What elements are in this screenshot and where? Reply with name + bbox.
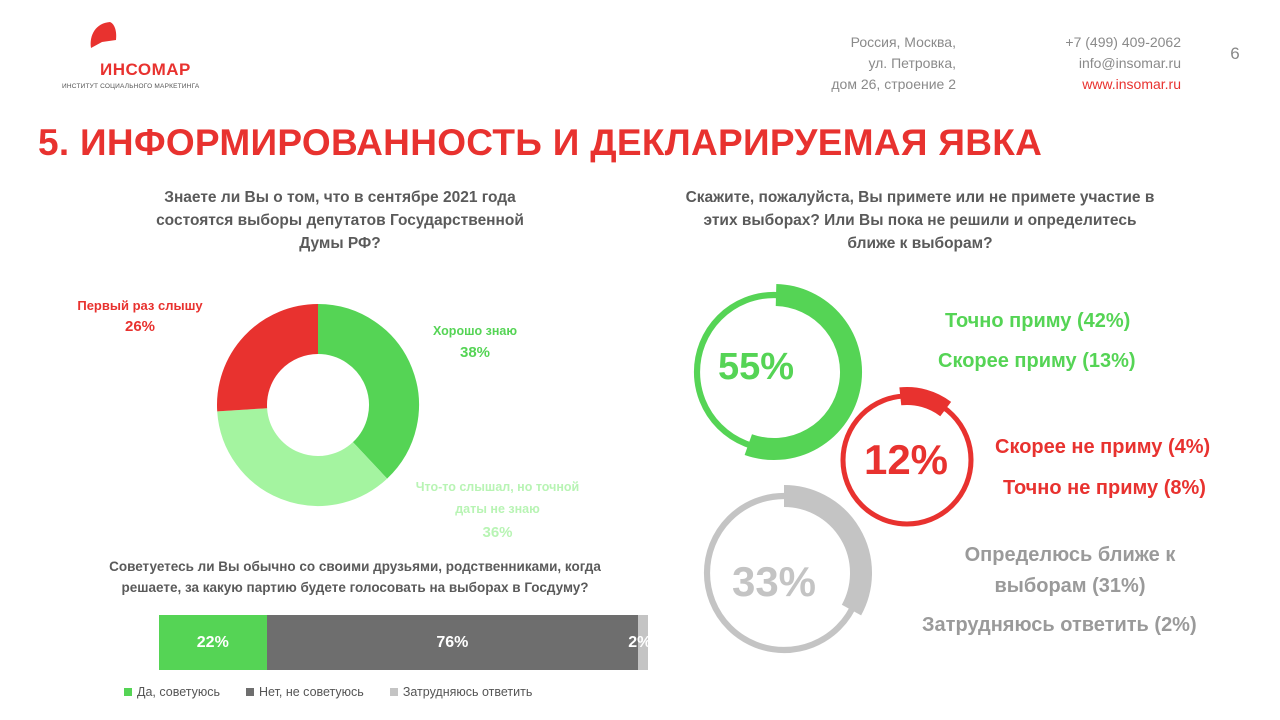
legend-swatch xyxy=(246,688,254,696)
question-consult: Советуетесь ли Вы обычно со своими друзь… xyxy=(72,556,638,598)
label-know-well: Хорошо знаю 38% xyxy=(410,324,540,361)
logo-mark xyxy=(90,22,117,48)
question-line: Скажите, пожалуйста, Вы примете или не п… xyxy=(685,189,1155,206)
question-line: Знаете ли Вы о том, что в сентябре 2021 … xyxy=(164,189,516,206)
legend-item-no: Нет, не советуюсь xyxy=(246,685,364,699)
email: info@insomar.ru xyxy=(1078,55,1181,71)
address-line: дом 26, строение 2 xyxy=(831,76,956,92)
question-line: Советуетесь ли Вы обычно со своими друзь… xyxy=(109,559,601,574)
option-likely-vote: Скорее приму (13%) xyxy=(938,350,1136,372)
question-line: этих выборах? Или Вы пока не решили и оп… xyxy=(703,212,1137,229)
question-participation: Скажите, пожалуйста, Вы примете или не п… xyxy=(640,186,1200,255)
label-first-time: Первый раз слышу 26% xyxy=(60,298,220,335)
option-hard-to-say: Затрудняюсь ответить (2%) xyxy=(922,614,1197,636)
ring-arc xyxy=(783,485,872,616)
awareness-donut-chart xyxy=(217,304,419,506)
bar-segment-yes: 22% xyxy=(159,615,267,670)
slice-label: Первый раз слышу xyxy=(77,298,203,313)
website-link[interactable]: www.insomar.ru xyxy=(1082,76,1181,92)
ring-value-undecided: 33% xyxy=(731,558,817,605)
bar-legend: Да, советуюсь Нет, не советуюсь Затрудня… xyxy=(124,685,532,699)
legend-item-yes: Да, советуюсь xyxy=(124,685,220,699)
slice-label: даты не знаю xyxy=(455,502,540,516)
page-number: 6 xyxy=(1230,44,1240,63)
bar-value: 2% xyxy=(628,633,648,651)
question-line: решаете, за какую партию будете голосова… xyxy=(121,580,589,595)
ring-will-vote xyxy=(693,284,862,460)
option-definitely-not-vote: Точно не приму (8%) xyxy=(1003,477,1206,499)
question-line: Думы РФ? xyxy=(299,235,381,252)
ring-undecided xyxy=(703,485,872,654)
ring-value-wont-vote: 12% xyxy=(863,436,949,483)
bar-segment-no: 76% xyxy=(266,615,639,670)
donut-slice-1 xyxy=(217,407,388,506)
bar-value: 22% xyxy=(196,633,229,651)
phone: +7 (499) 409-2062 xyxy=(1065,34,1181,50)
label-heard-something: Что-то слышал, но точной даты не знаю 36… xyxy=(390,476,605,544)
legend-swatch xyxy=(389,688,398,696)
slice-label: Хорошо знаю xyxy=(433,324,517,338)
bar-segment-unsure: 2% xyxy=(628,615,648,670)
question-line: ближе к выборам? xyxy=(847,235,993,252)
legend-swatch xyxy=(124,688,132,696)
slice-value: 38% xyxy=(459,344,491,361)
address: Россия, Москва, ул. Петровка, дом 26, ст… xyxy=(760,32,956,95)
option-line: Определюсь ближе к xyxy=(964,544,1176,566)
slice-label: Что-то слышал, но точной xyxy=(415,480,580,494)
option-likely-not-vote: Скорее не приму (4%) xyxy=(995,436,1211,458)
bar-value: 76% xyxy=(436,633,469,651)
legend-label: Да, советуюсь xyxy=(137,685,220,699)
slide-title: 5. ИНФОРМИРОВАННОСТЬ И ДЕКЛАРИРУЕМАЯ ЯВК… xyxy=(38,122,1043,163)
address-line: Россия, Москва, xyxy=(850,34,956,50)
ring-arc xyxy=(744,284,862,460)
brand-name: ИНСОМАР xyxy=(100,60,191,79)
slice-value: 26% xyxy=(124,318,156,335)
option-line: выборам (31%) xyxy=(994,575,1146,597)
ring-value-will-vote: 55% xyxy=(717,346,795,388)
contacts: +7 (499) 409-2062 info@insomar.ru www.in… xyxy=(1000,32,1181,95)
address-line: ул. Петровка, xyxy=(868,55,956,71)
ring-wont-vote xyxy=(840,387,974,527)
legend-item-unsure: Затрудняюсь ответить xyxy=(389,685,533,699)
slice-value: 36% xyxy=(482,524,513,541)
consult-stacked-bar: 22% 76% 2% xyxy=(159,615,648,670)
donut-slice-2 xyxy=(217,304,320,412)
legend-label: Затрудняюсь ответить xyxy=(402,685,533,699)
ring-arc xyxy=(899,387,952,417)
question-awareness: Знаете ли Вы о том, что в сентябре 2021 … xyxy=(130,186,550,255)
donut-slice-0 xyxy=(316,304,419,479)
option-decide-later: Определюсь ближе к выборам (31%) xyxy=(930,540,1210,602)
question-line: состоятся выборы депутатов Государственн… xyxy=(156,212,524,229)
option-definitely-vote: Точно приму (42%) xyxy=(945,310,1131,332)
legend-label: Нет, не советуюсь xyxy=(259,685,364,699)
brand-subtitle: ИНСТИТУТ СОЦИАЛЬНОГО МАРКЕТИНГА xyxy=(62,83,200,90)
